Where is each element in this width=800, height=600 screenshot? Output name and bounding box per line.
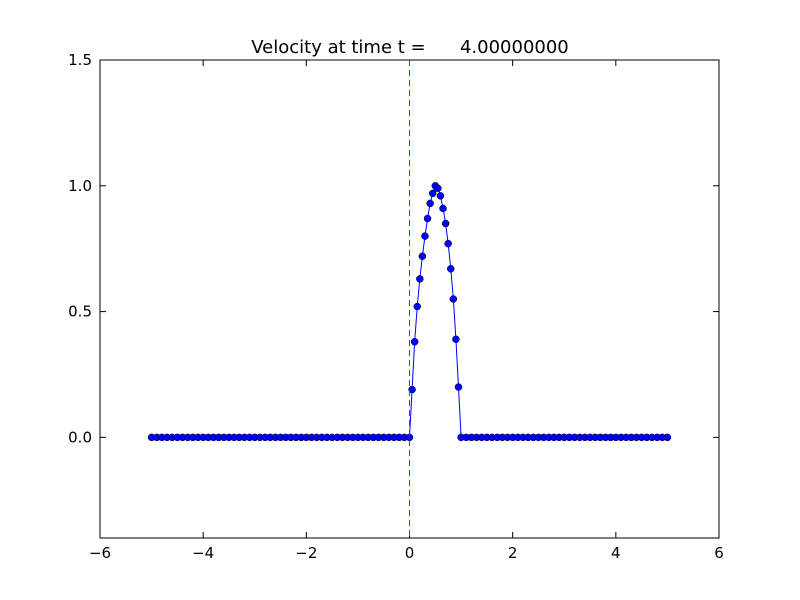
data-point: [663, 433, 672, 442]
y-tick-label: 0.0: [68, 428, 92, 446]
y-tick-label: 1.5: [68, 51, 92, 69]
y-tick-label: 1.0: [68, 177, 92, 195]
data-point: [434, 184, 442, 193]
x-tick-label: 6: [714, 544, 724, 562]
data-point: [408, 385, 416, 394]
data-point: [449, 295, 458, 303]
x-tick-label: 4: [611, 544, 621, 562]
y-tick-label: 0.5: [68, 303, 92, 321]
data-point: [410, 338, 419, 346]
x-tick-label: −4: [192, 544, 214, 562]
x-tick-label: 0: [405, 544, 415, 562]
data-point: [444, 239, 452, 248]
plot-frame: [99, 59, 720, 539]
data-point: [426, 199, 434, 208]
data-point: [454, 383, 463, 391]
data-point: [441, 219, 450, 228]
x-tick-label: −6: [89, 544, 111, 562]
data-point: [423, 214, 432, 223]
chart-title: Velocity at time t = 4.00000000: [251, 37, 569, 58]
data-point: [421, 232, 429, 240]
data-point: [416, 275, 424, 283]
data-point: [418, 252, 427, 260]
data-point: [452, 335, 460, 344]
data-point: [428, 189, 437, 198]
x-tick-label: −2: [295, 544, 317, 562]
data-point: [436, 192, 445, 200]
x-tick-label: 2: [508, 544, 518, 562]
data-point: [413, 302, 421, 311]
data-point: [447, 265, 455, 273]
data-point: [439, 204, 447, 213]
